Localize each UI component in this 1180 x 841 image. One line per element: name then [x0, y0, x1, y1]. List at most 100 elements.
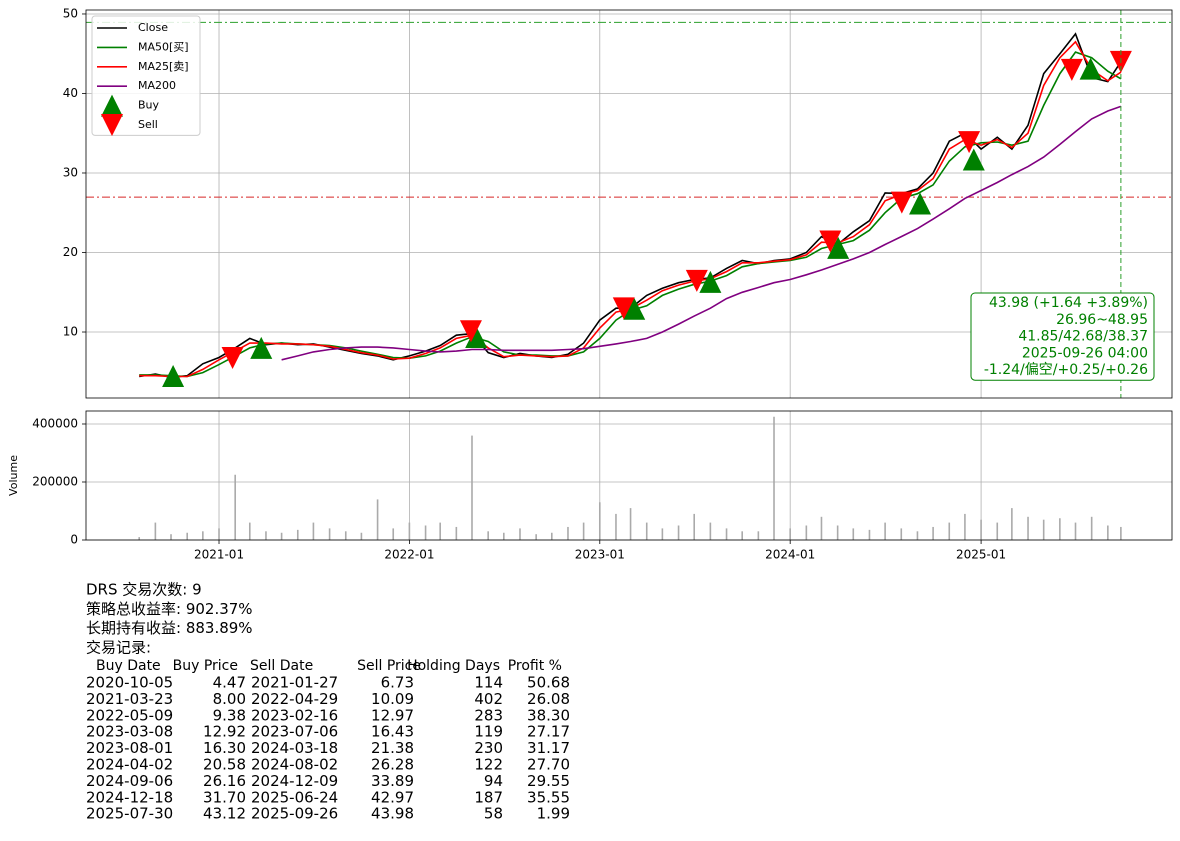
buy-marker [962, 148, 985, 171]
legend-label: MA25[卖] [138, 60, 189, 73]
table-cell: 114 [474, 674, 503, 692]
table-cell: 16.30 [203, 739, 246, 757]
table-cell: 2024-09-06 [86, 772, 173, 790]
table-cell: 21.38 [371, 739, 414, 757]
volume-bar [1011, 508, 1013, 540]
buy-marker [1079, 57, 1102, 80]
sell-marker [459, 320, 482, 343]
volume-bar [170, 534, 172, 540]
table-cell: 27.70 [527, 756, 570, 774]
volume-bar [439, 522, 441, 540]
table-cell: 402 [474, 690, 503, 708]
x-tick-label: 2023-01 [575, 548, 625, 562]
table-cell: 119 [474, 723, 503, 741]
annotation-text: -1.24/偏空/+0.25/+0.26 [984, 362, 1148, 378]
table-cell: 2024-03-18 [251, 739, 338, 757]
table-header: Buy Date [96, 658, 161, 674]
table-cell: 2025-07-30 [86, 805, 173, 823]
volume-bar [1090, 516, 1093, 540]
volume-bar [709, 522, 712, 540]
table-cell: 16.43 [371, 723, 414, 741]
volume-bar [280, 532, 283, 540]
volume-bar [471, 435, 473, 540]
volume-bar [884, 522, 886, 540]
volume-bar [693, 513, 696, 540]
table-cell: 58 [484, 805, 503, 823]
x-tick-label: 2022-01 [384, 548, 434, 562]
table-cell: 20.58 [203, 756, 246, 774]
y-tick-label: 200000 [32, 474, 78, 488]
table-header: Holding Days [407, 658, 500, 674]
annotation-text: 2025-09-26 04:00 [1022, 345, 1148, 361]
buy-marker [909, 192, 932, 215]
volume-bar [948, 522, 951, 540]
table-cell: 230 [474, 739, 503, 757]
table-cell: 94 [484, 772, 503, 790]
table-header: Sell Date [250, 658, 313, 674]
table-cell: 2024-08-02 [251, 756, 338, 774]
y-tick-label: 10 [63, 325, 78, 339]
volume-bar [1074, 522, 1077, 540]
volume-bar [964, 513, 966, 540]
volume-bar [218, 528, 220, 540]
annotation-text: 26.96~48.95 [1056, 312, 1148, 328]
table-cell: 31.70 [203, 788, 246, 806]
table-cell: 122 [474, 756, 503, 774]
volume-bar [551, 532, 553, 540]
volume-bar [645, 522, 648, 540]
volume-bar [773, 416, 775, 540]
volume-bar [868, 529, 871, 540]
table-cell: 1.99 [537, 805, 570, 823]
plot-border [85, 9, 1173, 399]
volume-bar [741, 531, 743, 540]
volume-bar [376, 499, 379, 540]
table-cell: 33.89 [371, 772, 414, 790]
annotation-box [970, 292, 1155, 381]
plot-background [86, 411, 1172, 540]
report-line: 长期持有收益: 883.89% [86, 619, 253, 637]
buy-marker [162, 364, 185, 387]
legend-swatch [101, 94, 123, 117]
table-cell: 2023-02-16 [251, 706, 338, 724]
volume-bar [186, 532, 188, 540]
volume-bar [455, 526, 458, 540]
y-tick-label: 30 [63, 165, 78, 179]
y-tick-label: 0 [70, 533, 78, 547]
legend-label: MA200 [138, 79, 176, 92]
table-cell: 2022-05-09 [86, 706, 173, 724]
table-cell: 2023-03-08 [86, 723, 173, 741]
volume-bar [503, 532, 505, 540]
volume-bar [408, 522, 411, 540]
volume-bar [234, 474, 236, 540]
volume-bar [202, 531, 204, 540]
table-cell: 10.09 [371, 690, 414, 708]
volume-bar [424, 525, 427, 540]
buy-marker [465, 325, 488, 348]
sell-marker [221, 347, 244, 370]
sell-marker [685, 269, 708, 292]
volume-bar [487, 531, 489, 540]
table-cell: 27.17 [527, 723, 570, 741]
table-header: Profit % [508, 658, 562, 674]
legend-label: Buy [138, 99, 160, 112]
table-cell: 2022-04-29 [251, 690, 338, 708]
volume-bar [154, 522, 157, 540]
table-cell: 4.47 [213, 674, 246, 692]
buy-marker [699, 270, 722, 293]
volume-bar [535, 534, 537, 540]
buy-marker [623, 297, 646, 320]
table-cell: 42.97 [371, 788, 414, 806]
table-cell: 38.30 [527, 706, 570, 724]
legend-box [91, 15, 201, 136]
volume-bar [360, 532, 363, 540]
report-line: 交易记录: [86, 638, 151, 656]
sell-marker [890, 191, 913, 214]
buy-marker [250, 336, 273, 359]
table-cell: 8.00 [213, 690, 246, 708]
series-line [281, 105, 1122, 361]
table-cell: 2025-06-24 [251, 788, 338, 806]
table-cell: 2024-12-09 [251, 772, 338, 790]
volume-bar [916, 531, 919, 540]
legend-label: Close [138, 21, 168, 34]
volume-bar [980, 519, 982, 540]
